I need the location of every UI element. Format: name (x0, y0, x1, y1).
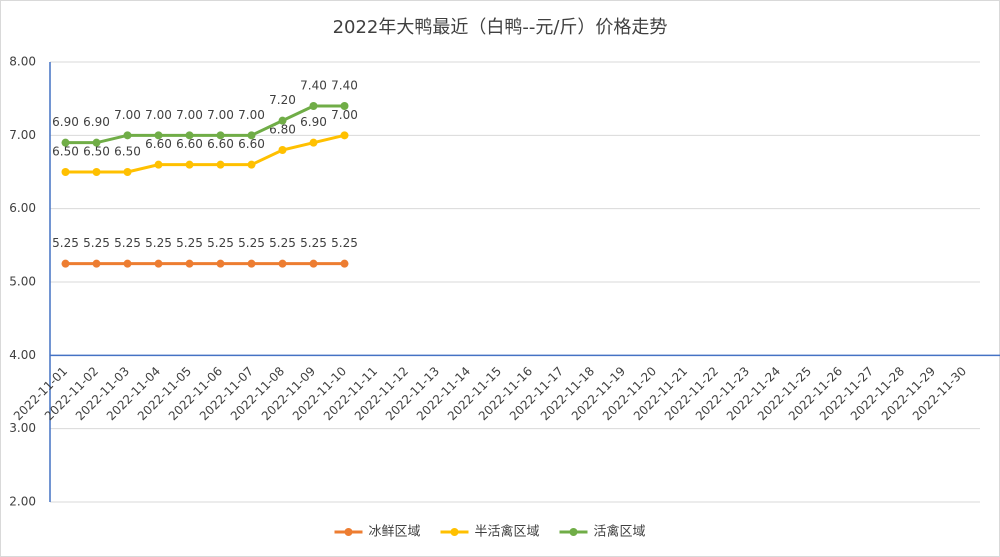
value-label: 6.90 (52, 115, 79, 129)
value-label: 6.50 (114, 145, 141, 159)
value-label: 6.60 (145, 137, 172, 151)
value-label: 5.25 (145, 236, 172, 250)
point (340, 102, 349, 110)
point (154, 131, 163, 140)
value-label: 5.25 (300, 236, 327, 250)
value-label: 5.25 (114, 236, 141, 250)
value-label: 6.90 (83, 115, 110, 129)
value-label: 6.80 (269, 123, 296, 137)
value-label: 7.40 (300, 79, 327, 93)
point (185, 131, 194, 140)
point (216, 259, 225, 268)
point (340, 259, 349, 268)
value-label: 7.00 (207, 108, 234, 122)
y-tick-label: 2.00 (9, 495, 36, 509)
legend-marker (450, 528, 459, 536)
point (61, 138, 70, 147)
point (309, 138, 318, 147)
point (247, 160, 256, 169)
value-label: 6.60 (176, 137, 203, 151)
legend-label: 半活禽区域 (475, 524, 540, 540)
point (309, 259, 318, 268)
value-label: 6.50 (83, 145, 110, 159)
value-label: 7.00 (176, 108, 203, 122)
point (61, 168, 70, 176)
value-label: 7.00 (238, 108, 265, 122)
point (185, 259, 194, 268)
point (154, 160, 163, 169)
y-tick-label: 8.00 (9, 55, 36, 69)
series-line (65, 133, 345, 174)
value-label: 5.25 (269, 236, 296, 250)
y-tick-label: 6.00 (9, 201, 36, 215)
value-label: 5.25 (83, 236, 110, 250)
point (123, 259, 132, 268)
point (216, 160, 225, 169)
legend-marker (569, 528, 578, 536)
point (154, 259, 163, 268)
value-label: 7.40 (331, 79, 358, 93)
point (123, 168, 132, 176)
legend-label: 活禽区域 (594, 524, 646, 540)
value-label: 6.60 (238, 137, 265, 151)
point (247, 259, 256, 268)
point (92, 259, 101, 268)
value-label: 5.25 (176, 236, 203, 250)
point (61, 259, 70, 268)
point (92, 138, 101, 147)
legend-marker (344, 528, 353, 536)
value-label: 7.00 (114, 108, 141, 122)
value-label: 6.60 (207, 137, 234, 151)
value-label: 5.25 (331, 236, 358, 250)
point (278, 116, 287, 125)
series-line (65, 104, 345, 145)
value-label: 7.00 (145, 108, 172, 122)
point (278, 259, 287, 268)
point (216, 131, 225, 140)
value-label: 7.00 (331, 108, 358, 122)
point (185, 160, 194, 169)
y-tick-label: 7.00 (9, 128, 36, 142)
value-label: 5.25 (207, 236, 234, 250)
point (340, 131, 349, 140)
point (278, 146, 287, 154)
chart-title: 2022年大鸭最近（白鸭--元/斤）价格走势 (333, 17, 668, 38)
legend-label: 冰鲜区域 (369, 525, 421, 540)
value-label: 7.20 (269, 93, 296, 107)
value-label: 5.25 (52, 236, 79, 250)
point (247, 131, 256, 140)
value-label: 6.50 (52, 145, 79, 159)
point (309, 102, 318, 110)
point (92, 168, 101, 176)
value-label: 5.25 (238, 236, 265, 250)
y-tick-label: 4.00 (9, 348, 36, 362)
y-tick-label: 3.00 (9, 421, 36, 435)
value-label: 6.90 (300, 115, 327, 129)
y-tick-label: 5.00 (9, 275, 36, 289)
point (123, 131, 132, 140)
